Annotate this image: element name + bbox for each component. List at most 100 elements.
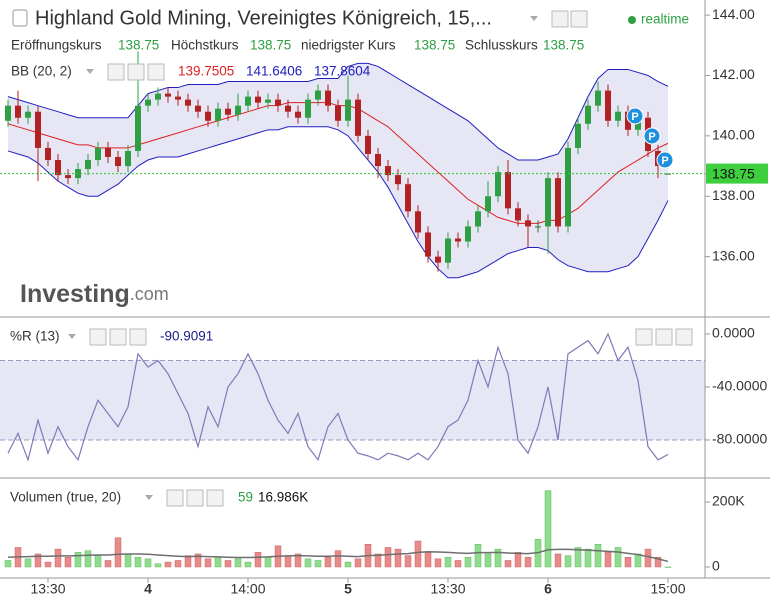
y-tick-label: 142.00 <box>712 66 755 82</box>
volume-bar <box>474 543 482 568</box>
volume-bar <box>454 560 462 568</box>
candle-body <box>215 108 221 121</box>
y-tick-label: -80.0000 <box>712 431 767 447</box>
ohlc-value: 138.75 <box>250 38 291 53</box>
candle-body <box>335 105 341 121</box>
volume-bar <box>304 558 312 568</box>
volume-bar <box>444 556 452 568</box>
volume-bar <box>194 553 202 568</box>
candle-body <box>135 105 141 151</box>
y-tick-label: -40.0000 <box>712 378 767 394</box>
volume-bar <box>574 547 582 568</box>
y-tick-label: 144.00 <box>712 6 755 22</box>
candle-body <box>125 150 131 167</box>
candle-body <box>585 105 591 124</box>
candle-body <box>415 211 421 233</box>
candle-body <box>45 147 51 161</box>
volume-bar <box>314 560 322 568</box>
candle-body <box>445 238 451 263</box>
volume-bar <box>4 560 12 568</box>
volume-bar <box>464 556 472 568</box>
candle-body <box>155 93 161 100</box>
candle-body <box>75 169 81 179</box>
volume-bar <box>624 556 632 568</box>
collapse-icon[interactable] <box>12 9 28 27</box>
volume-bar <box>94 555 102 568</box>
close-icon[interactable] <box>129 328 147 346</box>
dropdown[interactable] <box>145 495 153 500</box>
settings-icon[interactable] <box>109 328 127 346</box>
settings-icon[interactable] <box>570 10 588 28</box>
volume-bar <box>344 561 352 568</box>
volume-bar <box>64 556 72 568</box>
candle-body <box>255 96 261 103</box>
eye-icon[interactable] <box>551 10 569 28</box>
volume-bar <box>584 548 592 568</box>
dropdown[interactable] <box>530 16 538 21</box>
y-tick-label: 200K <box>712 493 745 509</box>
candle-body <box>65 175 71 179</box>
volume-bar <box>604 552 612 568</box>
candle-body <box>275 99 281 106</box>
eye-icon[interactable] <box>166 489 184 507</box>
candle-body <box>555 178 561 227</box>
move-up-icon[interactable] <box>635 328 653 346</box>
candle-body <box>605 90 611 121</box>
volume-bar <box>614 547 622 568</box>
volume-bar <box>404 555 412 568</box>
volume-bar <box>664 566 672 568</box>
candle-body <box>345 99 351 121</box>
volume-ma <box>7 548 669 563</box>
settings-icon[interactable] <box>127 63 145 81</box>
y-tick-label: 0.0000 <box>712 325 755 341</box>
indicator-value: 59 <box>238 490 253 505</box>
volume-bar <box>424 552 432 568</box>
remove-icon[interactable] <box>675 328 693 346</box>
volume-bar <box>24 558 32 568</box>
volume-bar <box>394 548 402 568</box>
candle-body <box>115 156 121 167</box>
volume-bar <box>204 558 212 568</box>
volume-bar <box>594 543 602 568</box>
indicator-value: 139.7505 <box>178 64 234 79</box>
volume-bar <box>654 556 662 568</box>
candle-body <box>165 93 171 97</box>
indicator-name: %R (13) <box>10 329 60 344</box>
volume-bar <box>324 556 332 568</box>
ohlc-name: Höchstkurs <box>171 38 239 53</box>
status-dot <box>628 16 636 24</box>
x-tick-label: 6 <box>544 581 552 597</box>
candle-body <box>5 105 11 121</box>
chart-title: Highland Gold Mining, Vereinigtes Königr… <box>35 7 492 29</box>
volume-bar <box>384 547 392 568</box>
volume-bar <box>164 561 172 568</box>
x-tick-label: 15:00 <box>650 581 685 597</box>
indicator-value: 137.8604 <box>314 64 371 79</box>
dropdown[interactable] <box>86 69 94 74</box>
volume-bar <box>114 537 122 568</box>
candle-body <box>175 96 181 100</box>
volume-bar <box>54 548 62 568</box>
x-tick-label: 5 <box>344 581 352 597</box>
x-tick-label: 4 <box>144 581 152 597</box>
close-icon[interactable] <box>206 489 224 507</box>
move-down-icon[interactable] <box>655 328 673 346</box>
ohlc-name: Schlusskurs <box>465 38 538 53</box>
indicator-value: 141.6406 <box>246 64 302 79</box>
dropdown[interactable] <box>68 334 76 339</box>
candle-body <box>325 90 331 106</box>
volume-bar <box>74 552 82 568</box>
candle-body <box>535 226 541 228</box>
eye-icon[interactable] <box>107 63 125 81</box>
volume-bar <box>84 550 92 568</box>
volume-bar <box>494 548 502 568</box>
candle-body <box>495 172 501 197</box>
close-icon[interactable] <box>147 63 165 81</box>
settings-icon[interactable] <box>186 489 204 507</box>
volume-bar <box>104 560 112 568</box>
volume-bar <box>354 558 362 568</box>
ohlc-value: 138.75 <box>414 38 455 53</box>
eye-icon[interactable] <box>89 328 107 346</box>
